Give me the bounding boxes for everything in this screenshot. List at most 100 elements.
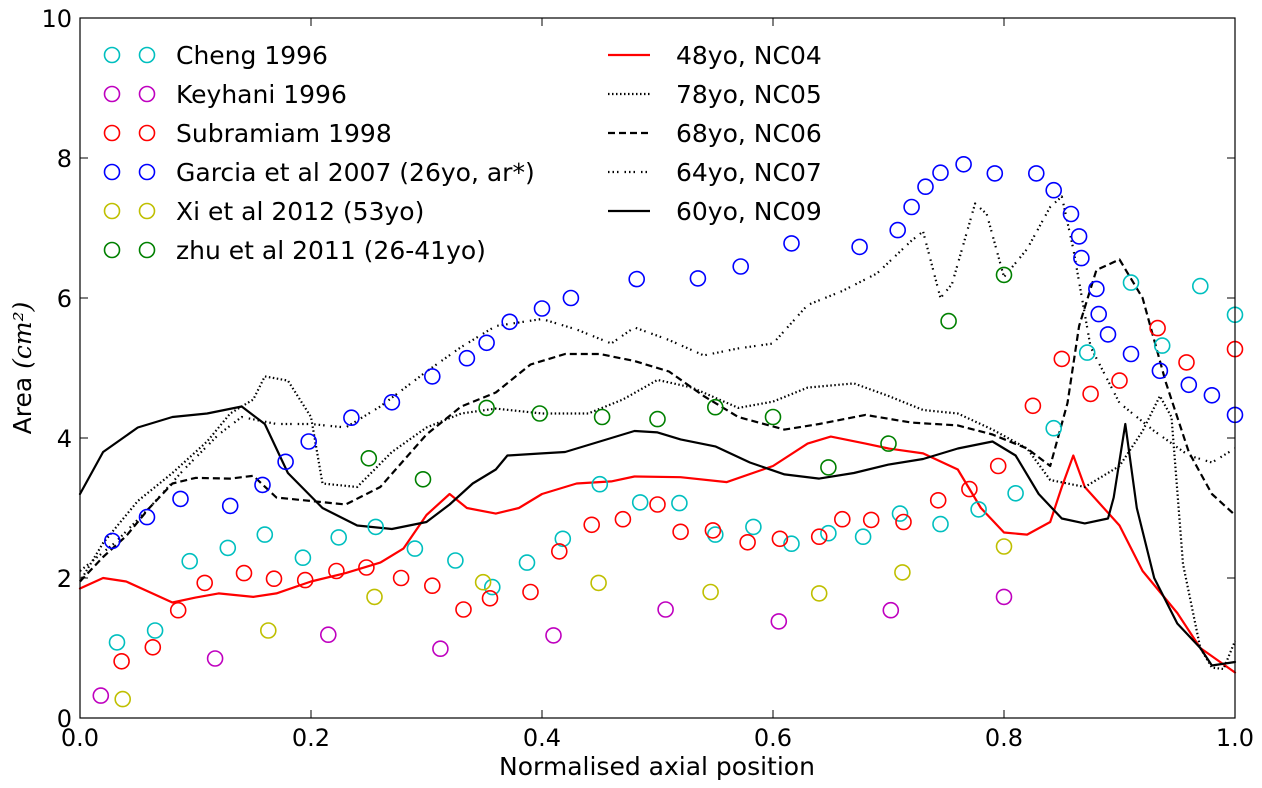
data-point bbox=[706, 398, 724, 416]
data-point bbox=[423, 368, 441, 385]
data-point bbox=[903, 198, 920, 216]
legend-marker bbox=[138, 46, 156, 64]
data-point bbox=[392, 569, 410, 587]
data-point bbox=[1088, 280, 1105, 298]
x-tick-label: 0.0 bbox=[61, 724, 99, 752]
legend-item: Cheng 1996 bbox=[103, 41, 328, 70]
legend-item: 68yo, NC06 bbox=[608, 119, 822, 148]
data-point bbox=[300, 433, 318, 450]
data-point bbox=[366, 588, 383, 606]
y-axis-label: Area (cm²) bbox=[8, 302, 37, 435]
data-point bbox=[169, 601, 187, 619]
data-point bbox=[414, 470, 432, 488]
data-point bbox=[590, 574, 607, 592]
y-tick-label: 8 bbox=[57, 145, 72, 173]
data-point bbox=[889, 221, 907, 239]
markers-layer bbox=[92, 156, 1244, 708]
data-point bbox=[219, 539, 237, 557]
data-point bbox=[704, 522, 722, 539]
legend-label: 78yo, NC05 bbox=[676, 80, 822, 109]
legend-label: 68yo, NC06 bbox=[676, 119, 822, 148]
legend-marker bbox=[103, 241, 121, 259]
data-point bbox=[932, 515, 949, 533]
data-point bbox=[383, 393, 401, 411]
legend-marker bbox=[103, 85, 121, 103]
data-point bbox=[1122, 345, 1140, 363]
data-point bbox=[172, 490, 189, 508]
x-tick-label: 1.0 bbox=[1216, 724, 1254, 752]
data-point bbox=[196, 574, 213, 592]
data-point bbox=[833, 510, 851, 528]
legend-label: Keyhani 1996 bbox=[176, 80, 347, 109]
lines-layer bbox=[78, 195, 1237, 674]
data-point bbox=[1192, 277, 1209, 295]
data-point bbox=[360, 449, 378, 467]
line-series-48yo-nc04 bbox=[78, 435, 1237, 674]
data-point bbox=[1122, 274, 1140, 291]
legend-label: Subramiam 1998 bbox=[176, 119, 392, 148]
data-point bbox=[783, 235, 800, 252]
scatter-series-xi-et-al-2012-53yo- bbox=[114, 538, 1013, 708]
data-point bbox=[689, 270, 707, 287]
legend-marker bbox=[103, 124, 121, 142]
scatter-series-subramiam-1998 bbox=[113, 319, 1244, 670]
data-point bbox=[783, 535, 800, 553]
legend-marker bbox=[138, 163, 156, 181]
data-point bbox=[1082, 385, 1099, 403]
data-point bbox=[894, 564, 911, 581]
legend-label: 64yo, NC07 bbox=[676, 158, 822, 187]
data-point bbox=[770, 613, 788, 630]
legend-marker bbox=[138, 202, 156, 220]
data-point bbox=[146, 622, 164, 639]
data-point bbox=[862, 511, 880, 529]
data-point bbox=[1203, 386, 1221, 404]
data-point bbox=[583, 516, 601, 534]
data-point bbox=[593, 408, 611, 426]
legend-label: Garcia et al 2007 (26yo, ar*) bbox=[176, 158, 535, 187]
data-point bbox=[995, 538, 1013, 555]
data-point bbox=[820, 524, 837, 542]
data-point bbox=[1180, 376, 1198, 394]
data-point bbox=[995, 588, 1013, 606]
data-point bbox=[672, 523, 689, 541]
data-point bbox=[432, 640, 449, 658]
data-point bbox=[522, 583, 539, 601]
legend-label: 60yo, NC09 bbox=[676, 197, 822, 226]
ticks-layer: 0.0 0.2 0.4 0.6 0.8 1.0 0 2 4 6 8 10 bbox=[41, 5, 1254, 752]
legend-marker bbox=[138, 85, 156, 103]
data-point bbox=[614, 510, 632, 528]
y-tick-label: 6 bbox=[57, 285, 72, 313]
data-point bbox=[1153, 337, 1171, 354]
legend-item: 60yo, NC09 bbox=[608, 197, 822, 226]
data-point bbox=[518, 554, 536, 571]
data-point bbox=[657, 601, 674, 618]
data-point bbox=[631, 494, 649, 511]
data-point bbox=[474, 573, 492, 591]
data-point bbox=[533, 300, 551, 317]
legend-marker bbox=[138, 241, 156, 259]
legend-marker bbox=[103, 202, 121, 220]
data-point bbox=[702, 583, 719, 601]
data-point bbox=[144, 638, 162, 656]
data-point bbox=[256, 526, 274, 543]
data-point bbox=[455, 601, 472, 618]
data-point bbox=[940, 312, 957, 330]
y-tick-label: 2 bbox=[57, 565, 72, 593]
y-axis-label-unit: (cm²) bbox=[8, 302, 37, 369]
y-axis-label-text: Area bbox=[8, 377, 37, 435]
data-point bbox=[319, 626, 337, 644]
data-point bbox=[732, 258, 750, 275]
data-point bbox=[296, 571, 314, 589]
data-point bbox=[764, 408, 782, 426]
data-point bbox=[423, 577, 441, 595]
data-point bbox=[1070, 228, 1088, 245]
data-point bbox=[970, 501, 987, 518]
data-point bbox=[649, 496, 666, 513]
data-point bbox=[531, 405, 549, 422]
data-point bbox=[265, 570, 283, 588]
data-point bbox=[706, 526, 724, 543]
legend: Cheng 1996 Keyhani 1996 Subramiam 1998 Garc… bbox=[103, 41, 822, 265]
data-point bbox=[961, 480, 978, 498]
legend-marker bbox=[138, 124, 156, 142]
line-series-78yo-nc05 bbox=[79, 375, 1237, 671]
